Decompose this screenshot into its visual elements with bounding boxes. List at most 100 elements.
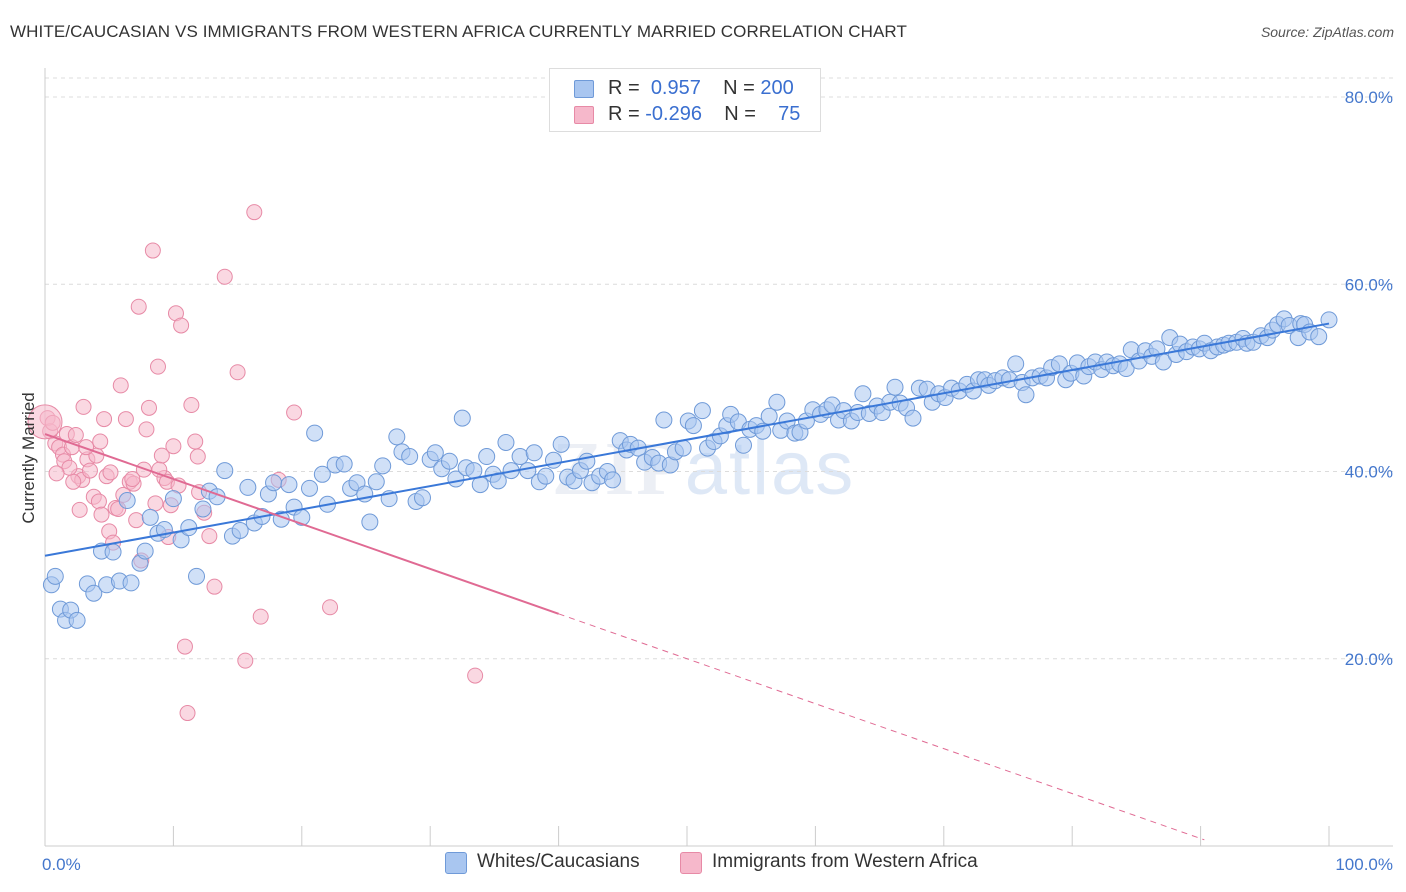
data-point-western-africa	[183, 397, 200, 414]
data-point-whites	[388, 428, 406, 446]
data-point-whites	[655, 411, 673, 429]
data-point-western-africa	[117, 411, 134, 428]
data-point-western-africa	[187, 433, 204, 450]
data-point-western-africa	[246, 204, 263, 221]
data-point-western-africa	[92, 433, 109, 450]
y-tick-label: 60.0%	[1345, 275, 1393, 294]
data-point-whites	[525, 444, 543, 462]
legend-n-value: 200	[760, 77, 794, 99]
chart-title: WHITE/CAUCASIAN VS IMMIGRANTS FROM WESTE…	[10, 22, 907, 41]
data-point-western-africa	[67, 426, 84, 443]
data-point-whites	[46, 567, 64, 585]
data-point-western-africa	[179, 705, 196, 722]
data-point-whites	[118, 492, 136, 510]
data-point-western-africa	[81, 462, 98, 479]
data-point-western-africa	[189, 448, 206, 465]
data-point-western-africa-cluster	[27, 404, 63, 440]
trend-line-whites	[44, 322, 1330, 557]
data-point-whites	[478, 448, 496, 466]
data-point-whites	[361, 513, 379, 531]
data-point-western-africa	[201, 528, 218, 545]
trend-line-western-africa-extension	[558, 613, 1205, 841]
data-point-western-africa	[93, 506, 110, 523]
data-point-whites	[734, 436, 752, 454]
data-point-whites	[604, 471, 622, 489]
legend-text-whites: R = 0.957 N = 200	[608, 77, 794, 100]
legend-r-label: R =	[608, 103, 640, 125]
legend-row-whites: R = 0.957 N = 200	[574, 77, 794, 101]
data-point-western-africa	[144, 242, 161, 259]
data-point-western-africa	[176, 638, 193, 655]
data-point-whites	[440, 452, 458, 470]
data-point-whites	[401, 448, 419, 466]
data-point-western-africa	[96, 411, 113, 428]
y-tick-label: 20.0%	[1345, 650, 1393, 669]
legend-swatch-whites	[574, 80, 594, 98]
data-point-western-africa	[165, 438, 182, 455]
data-point-whites	[497, 433, 515, 451]
data-point-whites	[239, 478, 257, 496]
data-point-western-africa	[467, 667, 484, 684]
data-point-western-africa	[75, 398, 92, 415]
data-point-whites	[85, 584, 103, 602]
data-point-whites	[578, 452, 596, 470]
bottom-legend-label-whites: Whites/Caucasians	[477, 851, 640, 872]
data-point-whites	[104, 543, 122, 561]
data-point-western-africa	[141, 399, 158, 416]
bottom-legend-swatch-western-africa	[680, 852, 702, 874]
data-point-whites	[904, 409, 922, 427]
series-western-africa-points	[27, 204, 484, 722]
data-point-western-africa	[252, 608, 269, 625]
data-point-whites	[188, 567, 206, 585]
data-point-whites	[854, 385, 872, 403]
bottom-legend-label-western-africa: Immigrants from Western Africa	[712, 851, 978, 872]
data-point-western-africa	[216, 268, 233, 285]
data-point-whites	[426, 444, 444, 462]
data-point-whites	[301, 479, 319, 497]
legend-swatch-western-africa	[574, 106, 594, 124]
data-point-western-africa	[237, 652, 254, 669]
data-point-western-africa	[78, 439, 95, 456]
data-point-whites	[141, 508, 159, 526]
data-point-western-africa	[90, 493, 107, 510]
legend-n-label: N =	[724, 103, 756, 125]
data-point-whites	[760, 407, 778, 425]
data-point-whites	[693, 402, 711, 420]
data-point-western-africa	[147, 495, 164, 512]
data-point-whites	[180, 519, 198, 537]
data-point-western-africa	[206, 578, 223, 595]
trend-line-western-africa	[44, 433, 559, 615]
data-point-western-africa	[128, 512, 145, 529]
data-point-western-africa	[149, 358, 166, 375]
trend-lines	[44, 322, 1330, 841]
data-point-whites	[231, 521, 249, 539]
data-point-western-africa	[130, 298, 147, 315]
legend-row-western-africa: R = -0.296 N = 75	[574, 103, 800, 127]
x-tick-label: 0.0%	[42, 855, 81, 874]
data-point-western-africa	[71, 501, 88, 518]
data-point-whites	[68, 611, 86, 629]
data-point-western-africa	[173, 317, 190, 334]
data-point-western-africa	[65, 473, 82, 490]
data-point-whites	[674, 439, 692, 457]
legend-n-label: N =	[723, 77, 755, 99]
data-point-whites	[306, 424, 324, 442]
data-point-whites	[313, 465, 331, 483]
data-point-whites	[544, 451, 562, 469]
data-point-western-africa	[286, 404, 303, 421]
data-point-western-africa	[322, 599, 339, 616]
data-point-whites	[1310, 328, 1328, 346]
data-point-whites	[1017, 386, 1035, 404]
data-point-whites	[374, 457, 392, 475]
x-tick-label: 100.0%	[1335, 855, 1393, 874]
grid-lines	[45, 77, 1393, 660]
data-point-whites	[511, 448, 529, 466]
y-tick-label: 80.0%	[1345, 88, 1393, 107]
data-point-western-africa	[229, 364, 246, 381]
y-tick-label: 40.0%	[1345, 463, 1393, 482]
data-point-western-africa	[138, 421, 155, 438]
data-point-whites	[768, 393, 786, 411]
data-point-whites	[335, 455, 353, 473]
data-point-whites	[886, 378, 904, 396]
